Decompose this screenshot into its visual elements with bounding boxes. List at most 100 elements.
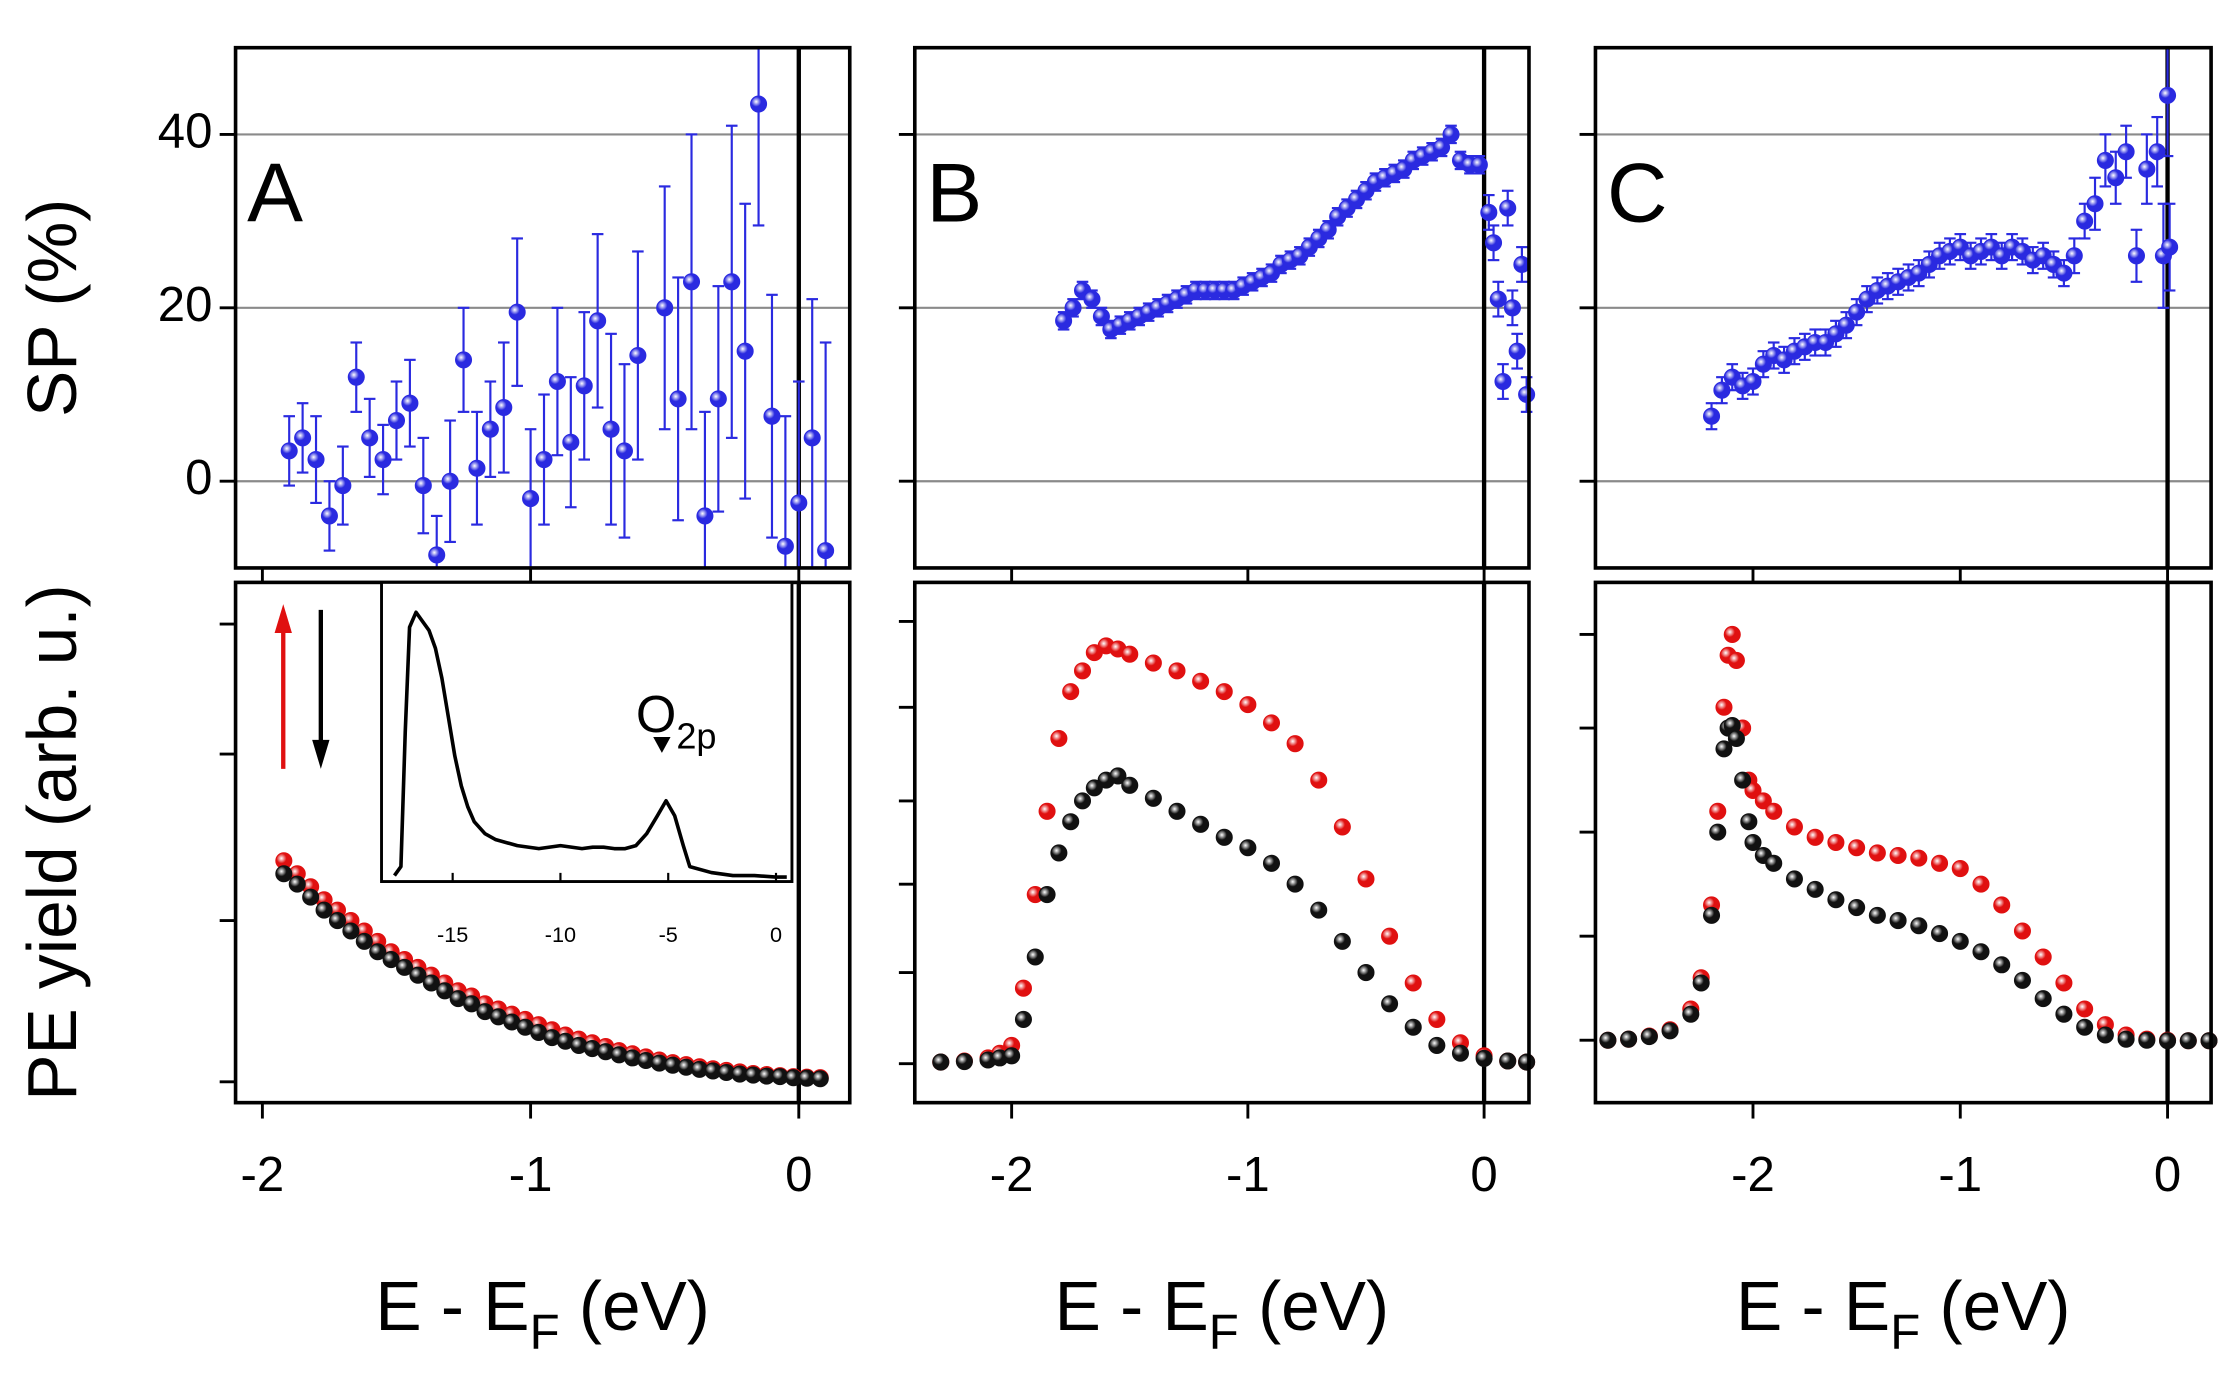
data-point: [1192, 672, 1210, 690]
data-point: [522, 490, 540, 508]
plot-frame: [233, 45, 852, 570]
data-point: [1703, 906, 1721, 924]
data-point: [315, 901, 333, 919]
x-tick-label: -2: [990, 1148, 1034, 1202]
panel-label: A: [247, 146, 303, 240]
data-point: [1744, 781, 1762, 800]
data-point: [723, 273, 741, 291]
y-axis-label: PE yield (arb. u.): [13, 584, 91, 1101]
x-axis-label-part: E - E: [375, 1268, 529, 1346]
data-point: [422, 974, 440, 992]
data-point: [2013, 971, 2031, 989]
data-point: [1014, 1010, 1032, 1028]
data-point: [1428, 1010, 1446, 1028]
data-point: [2055, 1005, 2073, 1023]
data-point: [1333, 932, 1351, 950]
data-point: [1848, 839, 1866, 857]
data-point: [1640, 1028, 1658, 1046]
data-point: [1494, 372, 1512, 391]
data-point: [436, 982, 454, 1000]
data-point: [2086, 195, 2104, 213]
data-point: [790, 494, 808, 512]
spin-up-arrow-head: [274, 604, 292, 633]
data-point: [334, 477, 352, 495]
data-point: [1050, 729, 1068, 747]
panel-label: B: [926, 146, 982, 240]
data-point: [1682, 1005, 1700, 1023]
y-axis-label: SP (%): [13, 199, 91, 417]
y-tick-label: 40: [158, 104, 213, 158]
data-point: [1192, 815, 1210, 833]
data-point: [2148, 143, 2166, 161]
data-point: [535, 451, 553, 469]
data-point: [1451, 1044, 1469, 1062]
data-point: [1404, 1018, 1422, 1036]
data-point: [2055, 974, 2073, 992]
data-point: [1931, 854, 1949, 872]
data-point: [280, 442, 298, 460]
data-point: [1740, 813, 1758, 831]
data-point: [548, 372, 566, 391]
data-point: [1168, 662, 1186, 680]
data-point: [1286, 735, 1304, 753]
data-point: [275, 865, 293, 883]
x-tick-label: 0: [770, 922, 782, 947]
data-point: [1785, 870, 1803, 888]
data-point: [1428, 1036, 1446, 1054]
data-point: [955, 1053, 973, 1071]
data-point: [811, 1070, 829, 1088]
data-point: [817, 542, 835, 560]
plot-frame: [380, 580, 794, 883]
data-point: [1442, 125, 1460, 143]
data-point: [696, 507, 714, 525]
data-point: [463, 995, 481, 1013]
x-axis-label-part: (eV): [560, 1268, 710, 1346]
data-point: [1661, 1022, 1679, 1040]
data-point: [1286, 875, 1304, 893]
data-point: [682, 273, 701, 291]
data-point: [2117, 143, 2135, 161]
data-point: [1709, 802, 1727, 820]
data-point: [1262, 854, 1281, 872]
data-point: [1489, 290, 1507, 308]
data-point: [347, 368, 365, 386]
data-point: [1715, 740, 1733, 758]
data-point: [1239, 839, 1257, 857]
plot-frame: [912, 580, 1531, 1105]
data-point: [669, 390, 687, 408]
plot-frame: [1593, 580, 2213, 1105]
data-point: [1765, 854, 1783, 872]
data-point: [2138, 160, 2156, 178]
x-tick-label: -15: [437, 922, 468, 947]
data-point: [294, 429, 312, 447]
data-point: [1262, 714, 1281, 732]
data-point: [932, 1053, 950, 1071]
x-axis-label-subscript: F: [1209, 1305, 1239, 1359]
data-point: [1381, 927, 1399, 945]
data-point: [1972, 875, 1990, 893]
data-point: [2076, 1018, 2094, 1036]
data-point: [1310, 901, 1328, 919]
data-point: [763, 407, 781, 425]
data-point: [2076, 1000, 2094, 1018]
plot-frame: [1593, 45, 2213, 570]
data-point: [1951, 860, 1969, 878]
data-point: [1064, 299, 1082, 317]
data-point: [1765, 802, 1783, 820]
data-point: [1889, 912, 1907, 930]
x-axis-label: E - EF (eV): [1055, 1268, 1390, 1360]
plot-area: [381, 582, 792, 882]
data-point: [2076, 212, 2094, 230]
data-point: [468, 459, 486, 477]
y-tick-label: 20: [158, 278, 213, 332]
data-point: [428, 546, 446, 564]
data-point: [307, 451, 325, 469]
data-point: [2127, 247, 2145, 265]
data-point: [1518, 1053, 1536, 1071]
data-point: [481, 420, 499, 438]
data-point: [575, 377, 593, 395]
data-point: [288, 875, 306, 893]
data-point: [1357, 964, 1375, 982]
data-point: [1910, 917, 1928, 935]
